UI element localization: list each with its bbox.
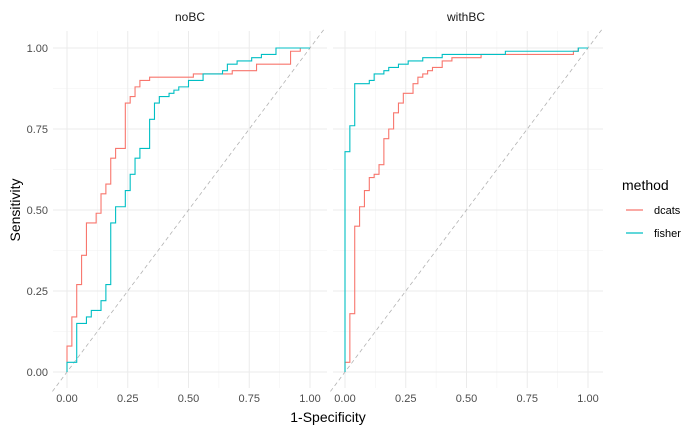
- x-tick-label: 0.25: [117, 393, 138, 405]
- x-tick-label: 0.25: [395, 393, 416, 405]
- series-line-fisher: [66, 47, 310, 372]
- series-line-fisher: [344, 47, 588, 372]
- y-axis-title: Sensitivity: [7, 178, 23, 241]
- y-tick-label: 1.00: [27, 43, 48, 55]
- x-tick-label: 0.75: [517, 393, 538, 405]
- x-tick-label: 1.00: [577, 393, 598, 405]
- y-tick-label: 0.25: [27, 286, 48, 298]
- y-tick-label: 0.75: [27, 124, 48, 136]
- series-line-dcats: [344, 47, 588, 372]
- y-tick-label: 0.50: [27, 205, 48, 217]
- reference-diagonal: [52, 28, 325, 392]
- legend-label-fisher: fisher: [654, 228, 681, 240]
- panel-title: withBC: [446, 10, 485, 24]
- y-tick-label: 0.00: [27, 367, 48, 379]
- x-tick-label: 0.00: [56, 393, 77, 405]
- series-line-dcats: [66, 47, 310, 372]
- x-tick-label: 1.00: [299, 393, 320, 405]
- x-tick-label: 0.00: [334, 393, 355, 405]
- panel-withBC: withBC 0.00 0.25 0.50 0.75 1.00: [330, 10, 603, 405]
- x-tick-label: 0.75: [239, 393, 260, 405]
- x-axis-title: 1-Specificity: [290, 409, 365, 425]
- panel-noBC: noBC 0.00 0.25 0.50 0.75 1.00 0.00 0.25 0.50 0.75…: [27, 10, 327, 405]
- panel-title: noBC: [175, 10, 205, 24]
- x-tick-label: 0.50: [456, 393, 477, 405]
- legend-label-dcats: dcats: [654, 205, 681, 217]
- legend: method dcats fisher: [622, 177, 681, 240]
- reference-diagonal: [330, 28, 603, 392]
- legend-title: method: [622, 177, 669, 193]
- x-tick-label: 0.50: [178, 393, 199, 405]
